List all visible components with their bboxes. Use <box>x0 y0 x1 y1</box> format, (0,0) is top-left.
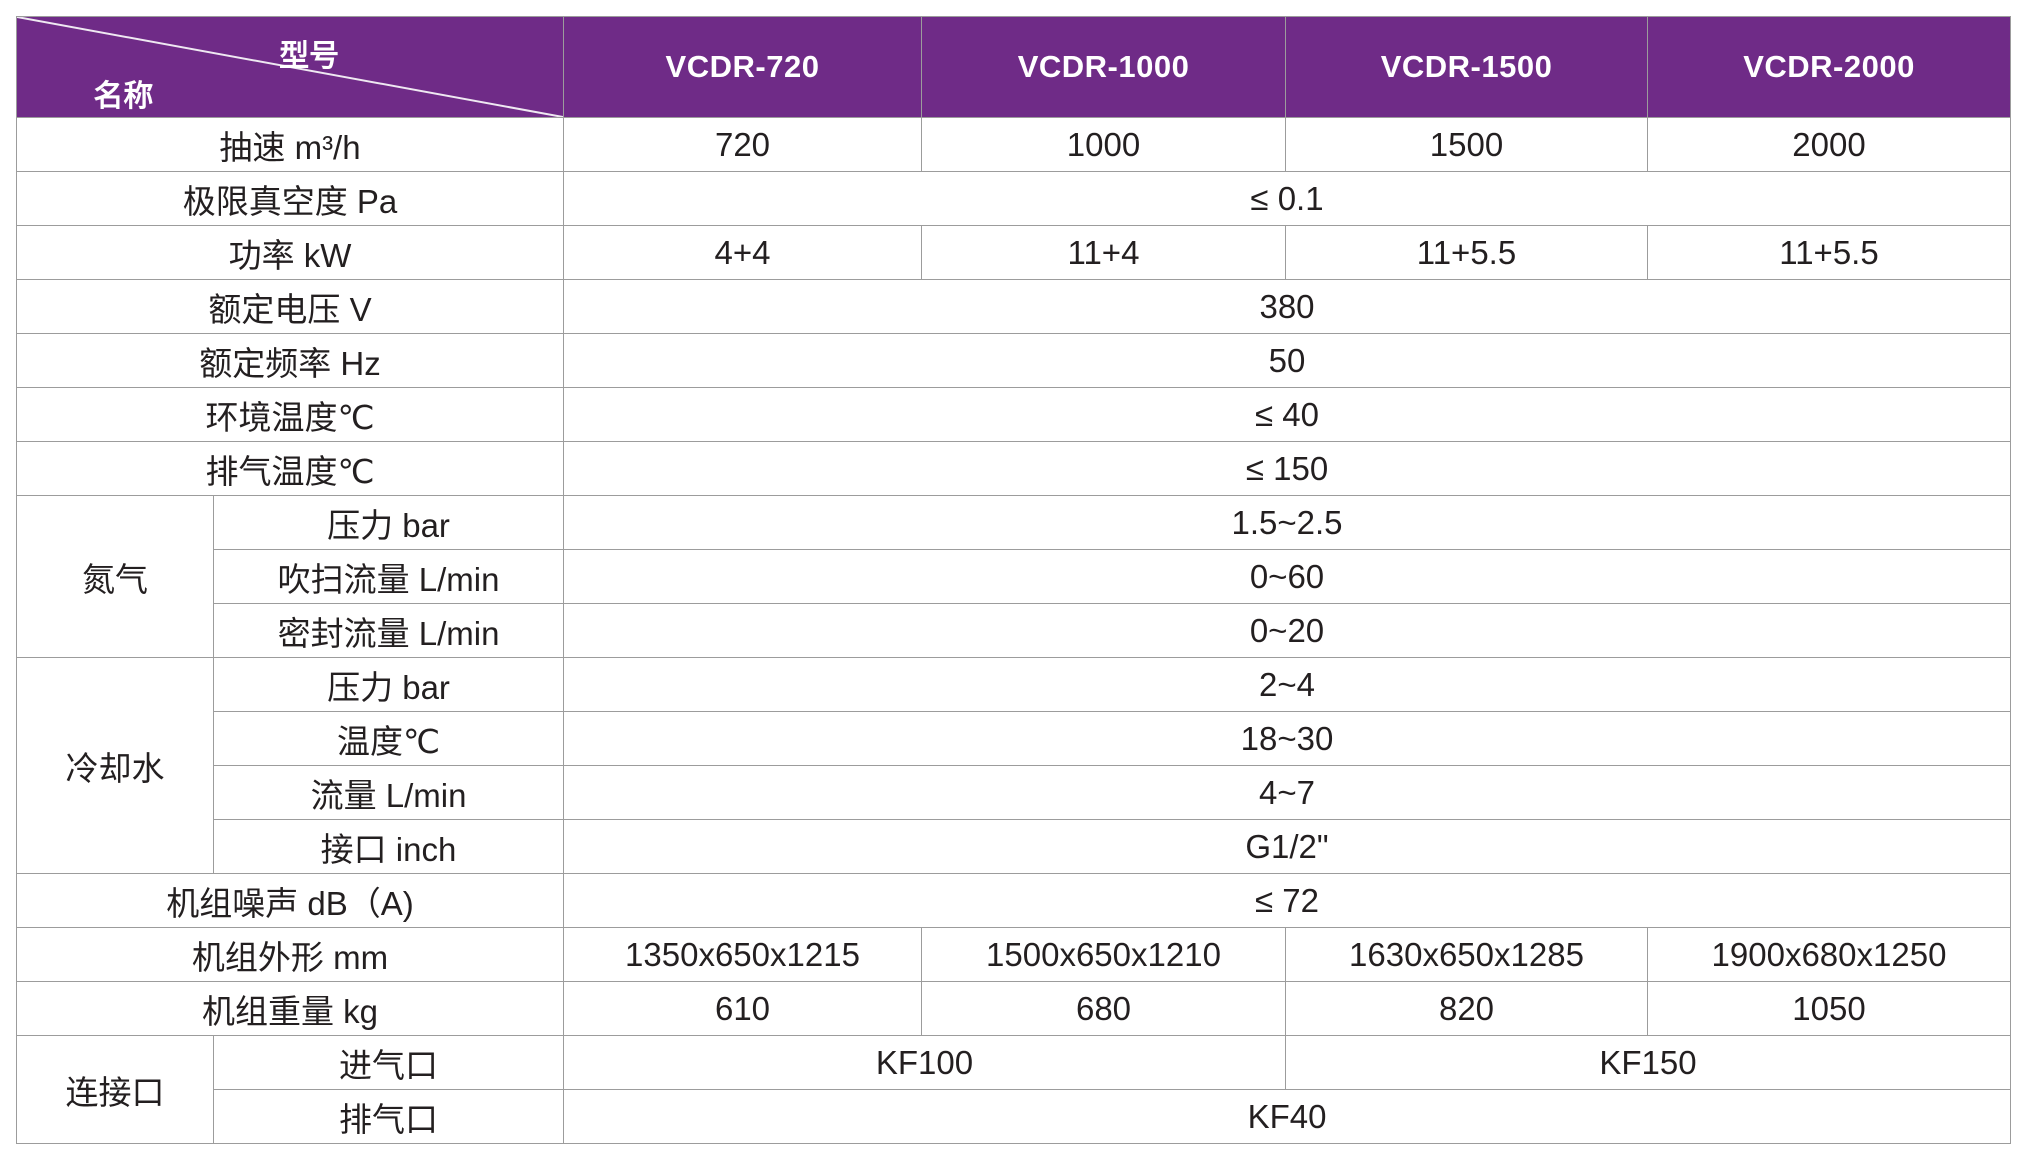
group-label-cell-connections: 连接口 <box>16 1035 214 1144</box>
row-label-cell: 额定电压 V <box>16 279 564 334</box>
row-ambient-temperature: 环境温度℃ ≤ 40 <box>16 387 2011 442</box>
value-cell: 1050 <box>1647 981 2011 1036</box>
row-pumping-speed: 抽速 m³/h 720 1000 1500 2000 <box>16 117 2011 172</box>
row-label-cell: 机组噪声 dB（A) <box>16 873 564 928</box>
value-cell: 380 <box>563 279 2011 334</box>
row-label-cell: 抽速 m³/h <box>16 117 564 172</box>
value-cell: ≤ 150 <box>563 441 2011 496</box>
row-label-cell: 机组外形 mm <box>16 927 564 982</box>
value-cell: 4~7 <box>563 765 2011 820</box>
value-cell: 820 <box>1285 981 1648 1036</box>
row-exhaust-temperature: 排气温度℃ ≤ 150 <box>16 441 2011 496</box>
value-cell: ≤ 72 <box>563 873 2011 928</box>
header-row: 型号 名称 VCDR-720 VCDR-1000 VCDR-1500 VCDR-… <box>16 16 2011 118</box>
value-cell: 1000 <box>921 117 1286 172</box>
sub-label-cell: 密封流量 L/min <box>213 603 564 658</box>
row-label-cell: 机组重量 kg <box>16 981 564 1036</box>
value-cell: 18~30 <box>563 711 2011 766</box>
row-label-cell: 极限真空度 Pa <box>16 171 564 226</box>
sub-label-cell: 压力 bar <box>213 657 564 712</box>
value-cell: 4+4 <box>563 225 922 280</box>
row-cooling-port: 接口 inch G1/2" <box>17 819 2011 874</box>
row-cooling-flow: 流量 L/min 4~7 <box>17 765 2011 820</box>
value-cell: 1.5~2.5 <box>563 495 2011 550</box>
value-cell: 11+5.5 <box>1285 225 1648 280</box>
row-rated-voltage: 额定电压 V 380 <box>16 279 2011 334</box>
sub-label-cell: 吹扫流量 L/min <box>213 549 564 604</box>
row-weight: 机组重量 kg 610 680 820 1050 <box>16 981 2011 1036</box>
row-nitrogen-pressure: 氮气 压力 bar 1.5~2.5 <box>16 495 2011 658</box>
sub-label-cell: 进气口 <box>213 1035 564 1090</box>
row-rated-frequency: 额定频率 Hz 50 <box>16 333 2011 388</box>
row-cooling-pressure: 冷却水 压力 bar 2~4 <box>16 657 2011 874</box>
value-cell: ≤ 0.1 <box>563 171 2011 226</box>
value-cell: 11+5.5 <box>1647 225 2011 280</box>
value-cell: 1900x680x1250 <box>1647 927 2011 982</box>
value-cell: 610 <box>563 981 922 1036</box>
row-power: 功率 kW 4+4 11+4 11+5.5 11+5.5 <box>16 225 2011 280</box>
row-nitrogen-purge-flow: 吹扫流量 L/min 0~60 <box>17 549 2011 604</box>
sub-label-cell: 排气口 <box>213 1089 564 1144</box>
row-cooling-temperature: 温度℃ 18~30 <box>17 711 2011 766</box>
model-header-vcdr-1500: VCDR-1500 <box>1285 16 1648 118</box>
value-cell: 2~4 <box>563 657 2011 712</box>
row-label-cell: 额定频率 Hz <box>16 333 564 388</box>
row-nitrogen-seal-flow: 密封流量 L/min 0~20 <box>17 603 2011 658</box>
sub-label-cell: 流量 L/min <box>213 765 564 820</box>
sub-label-cell: 温度℃ <box>213 711 564 766</box>
value-cell: 1630x650x1285 <box>1285 927 1648 982</box>
row-ultimate-vacuum: 极限真空度 Pa ≤ 0.1 <box>16 171 2011 226</box>
sub-label-cell: 压力 bar <box>213 495 564 550</box>
value-cell: 720 <box>563 117 922 172</box>
row-label-cell: 环境温度℃ <box>16 387 564 442</box>
row-outlet-port: 排气口 KF40 <box>17 1089 2011 1144</box>
value-cell: 0~60 <box>563 549 2011 604</box>
sub-label-cell: 接口 inch <box>213 819 564 874</box>
row-inlet-port: 连接口 进气口 KF100 KF150 <box>16 1035 2011 1144</box>
diagonal-divider-line <box>17 17 563 117</box>
value-cell: KF150 <box>1285 1035 2011 1090</box>
value-cell: 50 <box>563 333 2011 388</box>
name-axis-label: 名称 <box>93 80 154 113</box>
row-label-cell: 功率 kW <box>16 225 564 280</box>
row-label-cell: 排气温度℃ <box>16 441 564 496</box>
corner-cell: 型号 名称 <box>16 16 564 118</box>
value-cell: 2000 <box>1647 117 2011 172</box>
value-cell: 0~20 <box>563 603 2011 658</box>
value-cell: KF100 <box>563 1035 1286 1090</box>
row-noise: 机组噪声 dB（A) ≤ 72 <box>16 873 2011 928</box>
value-cell: 11+4 <box>921 225 1286 280</box>
value-cell: 1500x650x1210 <box>921 927 1286 982</box>
spec-table: 型号 名称 VCDR-720 VCDR-1000 VCDR-1500 VCDR-… <box>16 16 2011 1144</box>
group-label-cell-cooling-water: 冷却水 <box>16 657 214 874</box>
row-dimensions: 机组外形 mm 1350x650x1215 1500x650x1210 1630… <box>16 927 2011 982</box>
model-axis-label: 型号 <box>279 40 340 73</box>
value-cell: 1500 <box>1285 117 1648 172</box>
model-header-vcdr-2000: VCDR-2000 <box>1647 16 2011 118</box>
value-cell: ≤ 40 <box>563 387 2011 442</box>
model-header-vcdr-1000: VCDR-1000 <box>921 16 1286 118</box>
value-cell: G1/2" <box>563 819 2011 874</box>
model-header-vcdr-720: VCDR-720 <box>563 16 922 118</box>
group-label-cell-nitrogen: 氮气 <box>16 495 214 658</box>
value-cell: KF40 <box>563 1089 2011 1144</box>
value-cell: 680 <box>921 981 1286 1036</box>
value-cell: 1350x650x1215 <box>563 927 922 982</box>
